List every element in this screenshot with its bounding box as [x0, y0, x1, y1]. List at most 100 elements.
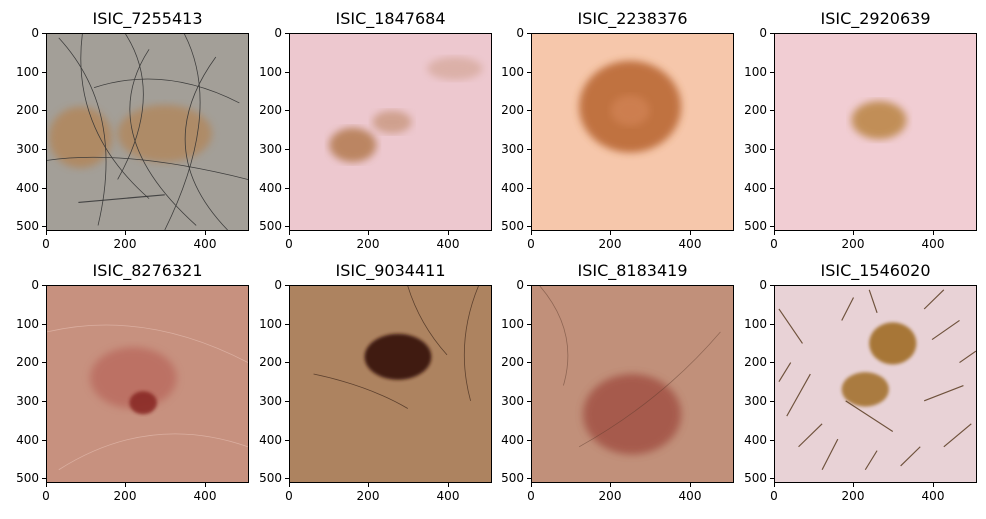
- x-tick-label: 400: [193, 489, 217, 503]
- image-panel: ISIC_9034411 0 100 200 300 400 500 0 200 400: [259, 261, 492, 502]
- y-tick-mark: [285, 478, 289, 479]
- x-tick-mark: [125, 231, 126, 235]
- y-tick-mark: [770, 72, 774, 73]
- y-tick-label: 0: [759, 26, 767, 40]
- x-tick-mark: [774, 483, 775, 487]
- y-tick-label: 200: [16, 355, 39, 369]
- y-tick-label: 100: [744, 65, 767, 79]
- y-tick-mark: [770, 285, 774, 286]
- y-tick-mark: [527, 401, 531, 402]
- x-tick-mark: [690, 483, 691, 487]
- x-tick-label: 0: [285, 489, 293, 503]
- y-tick-mark: [770, 149, 774, 150]
- y-tick-label: 400: [259, 433, 282, 447]
- y-tick-mark: [285, 362, 289, 363]
- image-panel: ISIC_8183419 0 100 200 300 400 500 0 200 400: [501, 261, 734, 502]
- y-tick-mark: [770, 478, 774, 479]
- x-tick-label: 200: [841, 489, 865, 503]
- y-tick-mark: [42, 72, 46, 73]
- y-tick-mark: [42, 226, 46, 227]
- y-tick-mark: [527, 188, 531, 189]
- y-tick-label: 300: [259, 142, 282, 156]
- y-tick-label: 400: [501, 433, 524, 447]
- y-tick-label: 100: [259, 65, 282, 79]
- y-tick-mark: [770, 401, 774, 402]
- image-frame: [774, 285, 977, 483]
- x-tick-label: 0: [42, 489, 50, 503]
- x-tick-label: 200: [113, 237, 137, 251]
- y-tick-label: 100: [501, 65, 524, 79]
- y-tick-mark: [285, 188, 289, 189]
- y-tick-label: 500: [16, 219, 39, 233]
- y-tick-mark: [527, 72, 531, 73]
- y-tick-label: 500: [501, 219, 524, 233]
- y-tick-label: 500: [259, 219, 282, 233]
- x-tick-label: 400: [921, 489, 945, 503]
- y-tick-label: 500: [259, 471, 282, 485]
- y-tick-label: 200: [744, 355, 767, 369]
- y-tick-label: 500: [16, 471, 39, 485]
- y-tick-label: 100: [16, 317, 39, 331]
- y-tick-label: 400: [16, 181, 39, 195]
- x-tick-label: 0: [527, 237, 535, 251]
- y-tick-label: 200: [744, 103, 767, 117]
- x-tick-label: 0: [770, 237, 778, 251]
- x-tick-mark: [610, 483, 611, 487]
- y-tick-mark: [42, 440, 46, 441]
- dermoscopy-image-5: [290, 286, 491, 482]
- x-tick-mark: [933, 231, 934, 235]
- y-tick-mark: [285, 110, 289, 111]
- x-tick-label: 400: [921, 237, 945, 251]
- x-tick-label: 200: [356, 489, 380, 503]
- x-tick-label: 400: [678, 489, 702, 503]
- y-tick-mark: [527, 478, 531, 479]
- image-panel: ISIC_1847684 0 100 200 300 400 500 0 200 400: [259, 9, 492, 250]
- panel-title: ISIC_8276321: [92, 261, 203, 280]
- panel-title: ISIC_2920639: [820, 9, 931, 28]
- image-panel: ISIC_7255413: [16, 9, 249, 250]
- x-tick-label: 0: [42, 237, 50, 251]
- x-tick-label: 0: [770, 489, 778, 503]
- y-tick-mark: [770, 33, 774, 34]
- y-tick-label: 500: [501, 471, 524, 485]
- y-tick-mark: [42, 110, 46, 111]
- y-tick-mark: [527, 33, 531, 34]
- y-tick-label: 0: [31, 26, 39, 40]
- y-tick-mark: [42, 149, 46, 150]
- y-tick-mark: [770, 226, 774, 227]
- y-tick-mark: [285, 226, 289, 227]
- y-tick-mark: [285, 285, 289, 286]
- image-panel: ISIC_8276321 0 100 200 300 400 500 0 200 400: [16, 261, 249, 502]
- x-tick-label: 200: [356, 237, 380, 251]
- x-tick-mark: [205, 231, 206, 235]
- y-tick-label: 200: [501, 355, 524, 369]
- y-tick-label: 400: [16, 433, 39, 447]
- dermoscopy-image-2: [532, 34, 733, 230]
- y-tick-mark: [42, 324, 46, 325]
- y-tick-mark: [527, 149, 531, 150]
- y-tick-label: 300: [16, 394, 39, 408]
- y-tick-label: 300: [259, 394, 282, 408]
- image-frame: [46, 285, 249, 483]
- x-tick-mark: [289, 231, 290, 235]
- panel-title: ISIC_1847684: [335, 9, 446, 28]
- y-tick-mark: [42, 362, 46, 363]
- y-tick-mark: [285, 324, 289, 325]
- x-tick-mark: [853, 483, 854, 487]
- x-tick-mark: [531, 483, 532, 487]
- y-tick-mark: [770, 188, 774, 189]
- image-frame: [774, 33, 977, 231]
- image-frame: [531, 33, 734, 231]
- x-tick-label: 0: [285, 237, 293, 251]
- y-tick-mark: [42, 285, 46, 286]
- y-tick-mark: [527, 285, 531, 286]
- y-tick-label: 400: [259, 181, 282, 195]
- y-tick-mark: [527, 110, 531, 111]
- panel-title: ISIC_8183419: [577, 261, 688, 280]
- y-tick-label: 200: [259, 103, 282, 117]
- y-tick-label: 400: [501, 181, 524, 195]
- y-tick-mark: [285, 440, 289, 441]
- x-tick-mark: [205, 483, 206, 487]
- y-tick-label: 400: [744, 433, 767, 447]
- x-tick-mark: [774, 231, 775, 235]
